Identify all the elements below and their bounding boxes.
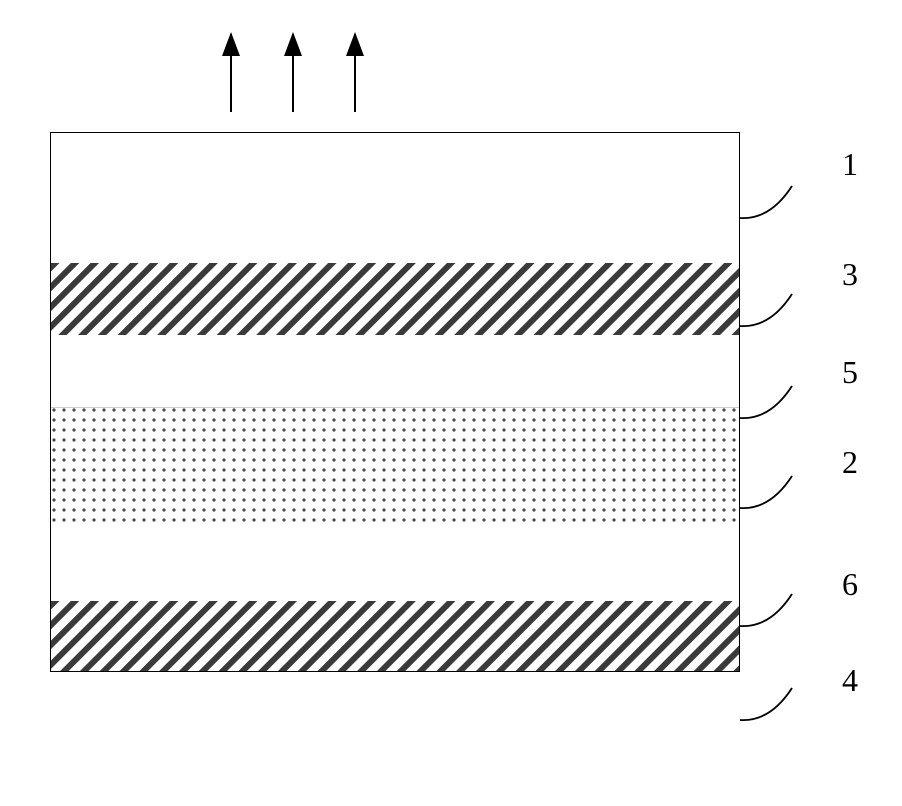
diagonal-hatch-icon: [51, 601, 739, 671]
layer-label-3: 3: [842, 256, 858, 293]
layer-2: [51, 407, 739, 527]
layer-label-2: 2: [842, 444, 858, 481]
leader-line: [740, 384, 795, 420]
layer-label-6: 6: [842, 566, 858, 603]
layer-4: [51, 601, 739, 671]
layer-label-4: 4: [842, 662, 858, 699]
arrow-up: [292, 34, 294, 112]
diagonal-hatch-icon: [51, 263, 739, 335]
arrow-up: [230, 34, 232, 112]
layer-label-1: 1: [842, 146, 858, 183]
leader-line: [740, 686, 795, 722]
leader-line: [740, 292, 795, 328]
arrow-up: [354, 34, 356, 112]
leader-line: [740, 184, 795, 220]
leader-line: [740, 474, 795, 510]
dot-grid-icon: [51, 407, 739, 527]
diagram-container: 1 3 5 2 6 4: [50, 34, 852, 772]
emission-arrows: [230, 34, 356, 112]
layer-3: [51, 263, 739, 335]
layer-stack: [50, 132, 740, 672]
layer-1: [51, 133, 739, 263]
layer-6: [51, 527, 739, 601]
leader-line: [740, 592, 795, 628]
layer-5: [51, 335, 739, 407]
layer-label-5: 5: [842, 354, 858, 391]
